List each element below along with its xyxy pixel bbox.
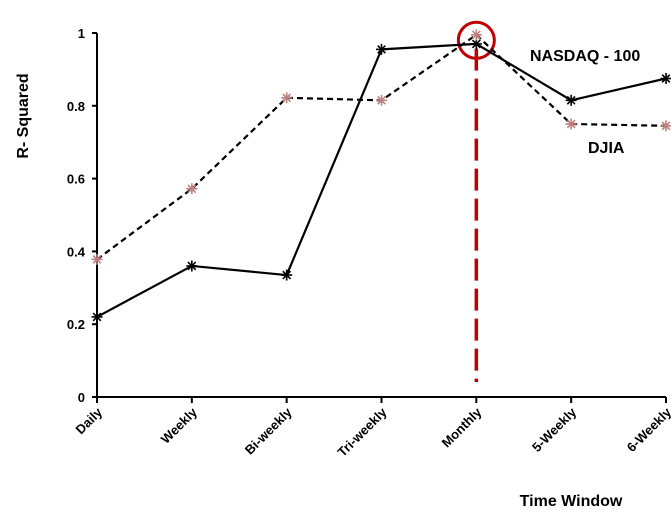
djia-point: [660, 120, 671, 132]
y-tick-label: 0.6: [67, 172, 85, 187]
labels-layer: NASDAQ - 100 DJIA: [530, 48, 640, 157]
y-tick-label: 0.4: [67, 244, 86, 259]
djia-point: [565, 118, 577, 130]
y-axis-title: R- Squared: [15, 73, 32, 158]
series-label-nasdaq: NASDAQ - 100: [530, 48, 640, 65]
djia-point: [281, 92, 293, 104]
x-tick-label: Monthly: [439, 404, 485, 450]
nasdaq-point: [376, 43, 387, 55]
djia-point: [376, 94, 387, 106]
nasdaq-point: [660, 73, 671, 84]
x-tick-label: Bi-weekly: [242, 404, 296, 458]
x-tick-label: Tri-weekly: [335, 404, 391, 460]
y-ticks: 0 0.2 0.4 0.6 0.8 1: [67, 26, 97, 405]
djia-point: [91, 253, 103, 265]
nasdaq-point: [281, 269, 293, 281]
series-label-djia: DJIA: [588, 140, 625, 157]
djia-line: [96, 33, 667, 261]
nasdaq-point: [91, 311, 103, 323]
annotation-layer: [456, 20, 496, 382]
djia-point: [186, 183, 198, 195]
highlight-circle: [456, 20, 496, 60]
nasdaq-point: [470, 38, 482, 50]
x-ticks: Daily Weekly Bi-weekly Tri-weekly Monthly 5-W…: [73, 397, 671, 460]
nasdaq-line: [96, 42, 667, 318]
x-tick-label: 5-Weekly: [529, 404, 580, 455]
x-axis-title: Time Window: [520, 493, 623, 510]
nasdaq-point: [565, 94, 577, 106]
y-tick-label: 1: [78, 26, 85, 41]
axes: [96, 33, 666, 398]
x-tick-label: Daily: [73, 404, 106, 437]
x-tick-label: 6-Weekly: [624, 404, 671, 455]
nasdaq-point: [186, 260, 198, 272]
series-layer: [91, 29, 671, 323]
y-tick-label: 0.8: [67, 99, 85, 114]
x-tick-label: Weekly: [158, 404, 201, 447]
djia-point: [470, 29, 482, 41]
y-tick-label: 0: [78, 390, 85, 405]
y-tick-label: 0.2: [67, 317, 85, 332]
